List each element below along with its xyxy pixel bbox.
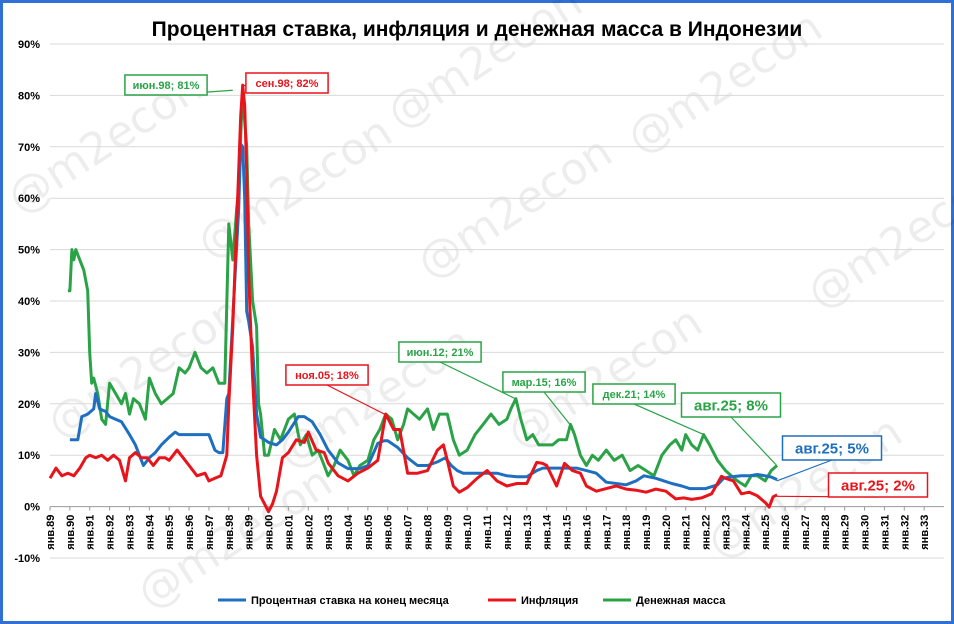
y-tick-label: -10% [14, 553, 40, 565]
x-tick-label: янв.27 [800, 515, 812, 550]
series-line-процентная-ставка-на-конец-месяца [69, 142, 778, 491]
x-tick-label: янв.11 [482, 515, 494, 550]
x-tick-label: янв.14 [542, 514, 554, 550]
x-tick-label: янв.92 [105, 515, 117, 550]
x-tick-label: янв.02 [303, 515, 315, 550]
callout-label: ноя.05; 18% [295, 370, 359, 382]
x-tick-label: янв.15 [562, 515, 574, 550]
y-tick-label: 20% [18, 399, 40, 411]
callout-label: июн.98; 81% [133, 80, 200, 92]
x-tick-label: янв.18 [621, 515, 633, 550]
x-tick-label: янв.26 [780, 515, 792, 550]
chart-title: Процентная ставка, инфляция и денежная м… [152, 18, 803, 41]
watermark-text: @m2econ [188, 106, 401, 269]
x-tick-label: янв.06 [383, 515, 395, 550]
x-tick-label: янв.05 [363, 515, 375, 550]
callout-label: авг.25; 8% [694, 397, 768, 414]
x-tick-label: янв.09 [442, 515, 454, 550]
x-tick-label: янв.99 [244, 515, 256, 550]
x-tick-label: янв.32 [899, 515, 911, 550]
x-tick-label: янв.23 [720, 515, 732, 550]
callout-box [680, 392, 782, 418]
y-tick-label: 40% [18, 296, 40, 308]
y-tick-label: 90% [18, 39, 40, 51]
callout-label: дек.21; 14% [603, 389, 666, 401]
x-tick-label: янв.22 [701, 515, 713, 550]
x-tick-label: янв.98 [224, 515, 236, 550]
x-tick-label: янв.30 [860, 515, 872, 550]
callout-leader [326, 384, 385, 415]
callout-label: авг.25; 5% [795, 440, 869, 457]
callout-box [827, 472, 929, 498]
x-tick-label: янв.97 [204, 515, 216, 550]
y-tick-label: 70% [18, 142, 40, 154]
callout-box [124, 74, 208, 96]
legend-label-инфляция: Инфляция [521, 595, 578, 607]
x-tick-label: янв.21 [681, 515, 693, 550]
watermark-text: @m2econ [408, 126, 621, 289]
x-tick-label: янв.94 [144, 514, 156, 550]
y-tick-label: 30% [18, 347, 40, 359]
callout-leader [633, 403, 705, 436]
x-tick-label: янв.13 [522, 515, 534, 550]
grid-layer [50, 43, 944, 559]
x-tick-label: янв.31 [879, 515, 891, 550]
legend-label-процентная-ставка-на-конец-месяца: Процентная ставка на конец месяца [251, 595, 450, 607]
y-tick-label: 80% [18, 90, 40, 102]
watermark-text: @m2econ [798, 156, 954, 319]
y-tick-label: 0% [24, 502, 40, 514]
x-tick-label: янв.17 [601, 515, 613, 550]
series-line-денежная-масса [67, 88, 779, 488]
x-tick-label: янв.89 [45, 515, 57, 550]
callout-label: сен.98; 82% [256, 78, 319, 90]
x-tick-label: янв.00 [264, 515, 276, 550]
callout-leader [543, 391, 571, 425]
callout-leader [730, 416, 778, 466]
x-tick-label: янв.28 [820, 515, 832, 550]
series-layer [48, 83, 779, 514]
x-tick-label: янв.04 [343, 514, 355, 550]
series-line-инфляция [48, 83, 778, 514]
x-tick-label: янв.90 [65, 515, 77, 550]
x-tick-label: янв.25 [760, 515, 772, 550]
callout-box [398, 341, 482, 363]
legend-label-денежная-масса: Денежная масса [636, 595, 726, 607]
callout-label: авг.25; 2% [841, 477, 915, 494]
watermark-text: @m2econ [38, 286, 251, 449]
x-axis: янв.89 янв.90 янв.91 янв.92 янв.93 янв.94 янв.… [45, 506, 931, 550]
x-tick-label: янв.91 [85, 515, 97, 550]
x-tick-label: янв.93 [124, 515, 136, 550]
x-tick-label: янв.07 [403, 515, 415, 550]
callout-box [245, 72, 329, 94]
x-tick-label: янв.16 [581, 515, 593, 550]
x-tick-label: янв.03 [323, 515, 335, 550]
y-tick-label: 10% [18, 450, 40, 462]
x-tick-label: янв.24 [740, 514, 752, 550]
callout-box [781, 435, 883, 461]
x-tick-label: янв.12 [502, 515, 514, 550]
annotations-layer: июн.98; 81% сен.98; 82% ноя.05; 18% июн.12;… [124, 72, 929, 498]
x-tick-label: янв.95 [164, 515, 176, 550]
legend: Процентная ставка на конец месяца Инфляци… [218, 595, 726, 607]
x-tick-label: янв.96 [184, 515, 196, 550]
x-tick-label: янв.10 [462, 515, 474, 550]
callout-box [502, 371, 586, 393]
y-axis: -10% 0% 10% 20% 30% 40% 50% 60% 70% 80% 90% [14, 39, 40, 565]
x-tick-label: янв.33 [919, 515, 931, 550]
x-tick-label: янв.29 [840, 515, 852, 550]
y-tick-label: 50% [18, 245, 40, 257]
x-tick-label: янв.01 [283, 515, 295, 550]
callout-box [592, 383, 676, 405]
x-tick-label: янв.08 [422, 515, 434, 550]
x-tick-label: янв.20 [661, 515, 673, 550]
callout-leader [776, 459, 833, 482]
callout-box [285, 364, 369, 386]
y-tick-label: 60% [18, 193, 40, 205]
x-tick-label: янв.19 [641, 515, 653, 550]
callout-label: мар.15; 16% [512, 377, 577, 389]
callout-label: июн.12; 21% [407, 347, 474, 359]
